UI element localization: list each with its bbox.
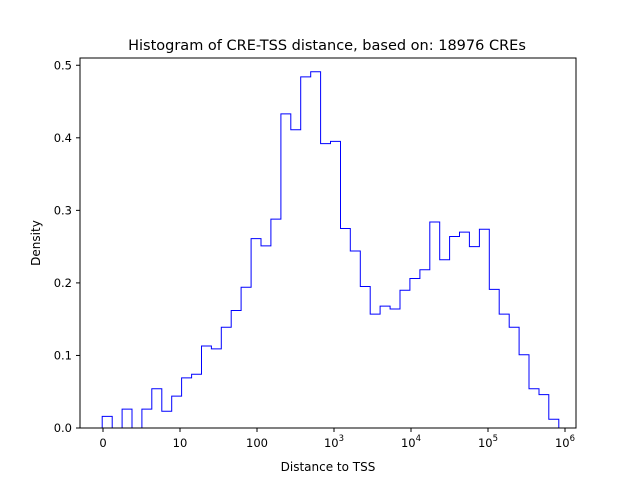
x-axis: 0 10 100 103 104 105 106	[99, 428, 575, 450]
y-tick-label: 0.0	[54, 421, 72, 435]
x-tick-label: 105	[478, 434, 498, 450]
y-tick-label: 0.1	[54, 348, 72, 362]
x-tick-label: 104	[401, 434, 421, 450]
y-tick-label: 0.4	[54, 131, 72, 145]
chart-title: Histogram of CRE-TSS distance, based on:…	[128, 38, 526, 54]
x-tick-label: 0	[99, 436, 106, 450]
x-tick-label: 106	[555, 434, 575, 450]
histogram-step-line	[101, 71, 560, 429]
plot-frame	[79, 57, 577, 429]
y-tick-label: 0.2	[54, 276, 72, 290]
x-tick-label: 100	[246, 436, 268, 450]
y-axis: 0.0 0.1 0.2 0.3 0.4 0.5	[54, 58, 80, 435]
y-tick-label: 0.5	[54, 58, 72, 72]
x-tick-label: 103	[324, 434, 344, 450]
x-axis-label: Distance to TSS	[281, 460, 376, 474]
y-tick-label: 0.3	[54, 203, 72, 217]
x-tick-label: 10	[173, 436, 188, 450]
y-axis-label: Density	[29, 220, 43, 266]
